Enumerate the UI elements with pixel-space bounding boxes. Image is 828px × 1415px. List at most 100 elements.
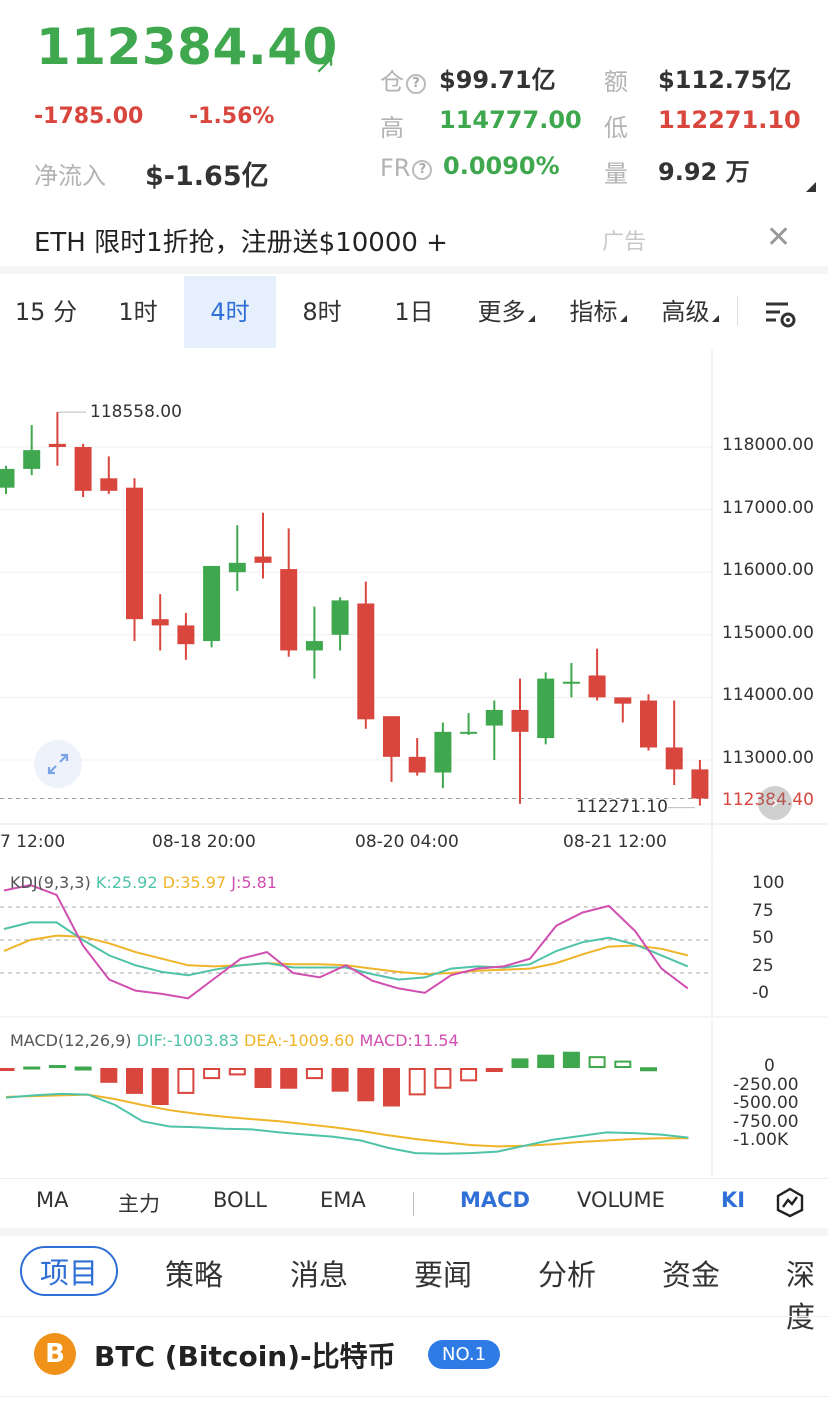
macd-panel[interactable] xyxy=(0,1020,828,1176)
tab-analysis[interactable]: 分析 xyxy=(538,1258,597,1292)
netflow-label: 净流入 xyxy=(34,162,106,190)
x-tick-2: 08-18 20:00 xyxy=(152,832,256,852)
candle-body xyxy=(485,709,503,726)
candlestick-chart[interactable] xyxy=(0,350,828,860)
tab-15m[interactable]: 15 分 xyxy=(14,298,78,326)
tab-indicators[interactable]: 指标 xyxy=(552,276,644,348)
low-value: 112271.10 xyxy=(658,106,801,134)
y-tick-label: 117000.00 xyxy=(722,497,814,518)
indicator-ema[interactable]: EMA xyxy=(320,1188,366,1212)
netflow-value: $-1.65亿 xyxy=(145,161,269,192)
ad-tag: 广告 xyxy=(602,230,647,255)
candle-body xyxy=(357,603,375,720)
info-icon[interactable]: ? xyxy=(412,160,433,180)
macd-hist-bar xyxy=(357,1068,375,1102)
tab-news[interactable]: 消息 xyxy=(290,1258,349,1292)
oi-label: 仓? xyxy=(380,62,426,97)
tab-4h[interactable]: 4时 xyxy=(184,276,276,348)
current-price-label: 112384.40 xyxy=(722,790,814,810)
trend-up-arrow-icon: ↗ xyxy=(314,50,336,80)
tab-headlines[interactable]: 要闻 xyxy=(414,1258,473,1292)
interval-tabbar: 15 分 1时 4时 8时 1日 更多 指标 高级 xyxy=(0,276,828,348)
candle-body xyxy=(691,769,709,799)
macd-hist-bar xyxy=(23,1066,41,1070)
macd-legend: MACD(12,26,9) DIF:-1003.83 DEA:-1009.60 … xyxy=(10,1031,459,1050)
candle-body xyxy=(331,600,349,635)
indicator-macd[interactable]: MACD xyxy=(460,1188,530,1212)
divider-band xyxy=(0,266,828,274)
candle-body xyxy=(614,697,632,704)
kdj-panel[interactable] xyxy=(0,862,828,1018)
info-icon[interactable]: ? xyxy=(406,74,426,94)
tab-project[interactable]: 项目 xyxy=(20,1246,119,1296)
tab-1d[interactable]: 1日 xyxy=(394,298,434,326)
macd-hist-bar xyxy=(177,1068,195,1094)
coin-title: BTC (Bitcoin)-比特币 xyxy=(94,1340,396,1373)
macd-dif-value: DIF:-1003.83 xyxy=(136,1031,239,1050)
tab-1h[interactable]: 1时 xyxy=(118,298,158,326)
close-icon[interactable]: ✕ xyxy=(766,220,792,255)
candle-body xyxy=(74,447,92,491)
fr-label: FR? xyxy=(380,154,433,182)
macd-hist-bar xyxy=(460,1068,478,1082)
high-value: 114777.00 xyxy=(439,106,582,134)
candle-body xyxy=(665,747,683,770)
indicator-kd[interactable]: KI xyxy=(721,1188,746,1212)
candle-body xyxy=(640,700,657,748)
tab-funds[interactable]: 资金 xyxy=(662,1258,721,1292)
y-tick-label: 116000.00 xyxy=(722,560,814,581)
chart-type-icon[interactable] xyxy=(774,1186,806,1218)
macd-hist-bar xyxy=(588,1056,606,1068)
macd-hist-bar xyxy=(151,1068,169,1105)
expand-corner-icon[interactable] xyxy=(806,182,816,192)
candle-body xyxy=(408,756,426,773)
tab-advanced[interactable]: 高级 xyxy=(644,276,736,348)
x-tick-1: 7 12:00 xyxy=(0,832,66,852)
candle-body xyxy=(126,487,143,620)
dropdown-triangle-icon xyxy=(711,315,719,322)
y-tick-label: 114000.00 xyxy=(722,685,814,706)
candle-body xyxy=(254,556,272,563)
price-change: -1785.00 xyxy=(34,104,144,129)
amount-label: 额 xyxy=(604,68,628,96)
indicator-ma[interactable]: MA xyxy=(36,1188,69,1212)
price-change-pct: -1.56% xyxy=(189,104,275,129)
candle-body xyxy=(460,731,478,734)
macd-hist-bar xyxy=(331,1068,349,1092)
x-tick-4: 08-21 12:00 xyxy=(563,832,667,852)
kdj-k-line xyxy=(3,921,689,981)
candle-body xyxy=(48,443,66,447)
macd-dea-line xyxy=(5,1093,689,1148)
macd-y-tick: -750.00 xyxy=(733,1111,799,1132)
candle-body xyxy=(100,478,118,491)
divider xyxy=(0,1178,828,1179)
macd-hist-bar xyxy=(48,1065,66,1069)
fullscreen-expand-icon[interactable] xyxy=(34,740,82,788)
tab-8h[interactable]: 8时 xyxy=(302,298,342,326)
scroll-to-latest-icon[interactable]: › xyxy=(758,786,792,820)
ad-banner-text[interactable]: ETH 限时1折抢，注册送$10000 + xyxy=(34,228,448,258)
chart-settings-icon[interactable] xyxy=(762,298,800,330)
macd-hist-bar xyxy=(74,1066,92,1071)
macd-dea-value: DEA:-1009.60 xyxy=(244,1031,355,1050)
divider xyxy=(0,1316,828,1317)
low-marker-label: 112271.10 xyxy=(576,797,668,817)
macd-hist-bar xyxy=(408,1068,426,1096)
kdj-y-tick: -0 xyxy=(752,983,769,1003)
kdj-y-tick: 25 xyxy=(752,955,774,976)
candle-body xyxy=(177,625,195,645)
tab-more[interactable]: 更多 xyxy=(460,276,552,348)
macd-hist-bar xyxy=(640,1067,657,1072)
kdj-y-tick: 100 xyxy=(752,873,785,893)
indicator-main-force[interactable]: 主力 xyxy=(118,1192,160,1216)
indicator-boll[interactable]: BOLL xyxy=(213,1188,267,1212)
candle-body xyxy=(0,468,15,488)
indicator-separator xyxy=(413,1192,414,1216)
candle-body xyxy=(562,681,580,684)
tab-strategy[interactable]: 策略 xyxy=(165,1258,224,1292)
indicator-volume[interactable]: VOLUME xyxy=(577,1188,665,1212)
tab-depth[interactable]: 深度 xyxy=(786,1258,816,1334)
candle-body xyxy=(23,450,41,469)
macd-hist-bar xyxy=(614,1060,632,1068)
